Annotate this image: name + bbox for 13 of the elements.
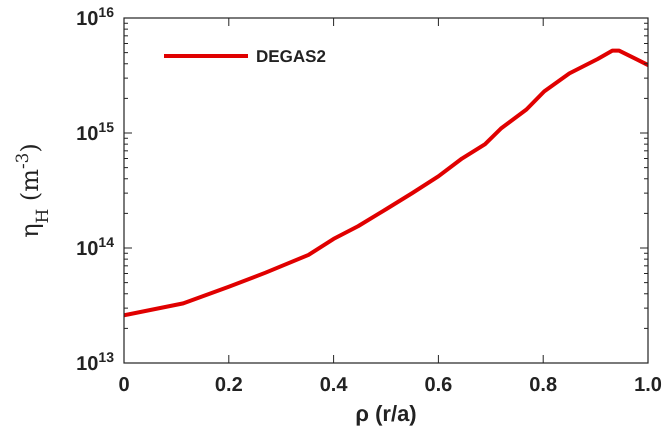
x-tick-label: 0.8 (529, 374, 558, 396)
x-axis-title: ρ (r/a) (355, 401, 417, 426)
legend-label: DEGAS2 (256, 46, 326, 66)
y-tick-label: 10$^{16}$ (76, 4, 114, 30)
x-tick-label: 1.0 (634, 374, 662, 396)
x-tick-label: 0.2 (214, 374, 243, 396)
line-series (124, 48, 648, 318)
x-tick-label: 0.6 (424, 374, 452, 396)
y-tick-label: 10$^{15}$ (76, 119, 114, 145)
x-tick-label: 0.4 (320, 374, 348, 396)
y-tick-label: 10$^{14}$ (76, 234, 114, 260)
x-tick-label: 0 (118, 374, 130, 396)
y-tick-label: 10$^{13}$ (76, 349, 114, 375)
